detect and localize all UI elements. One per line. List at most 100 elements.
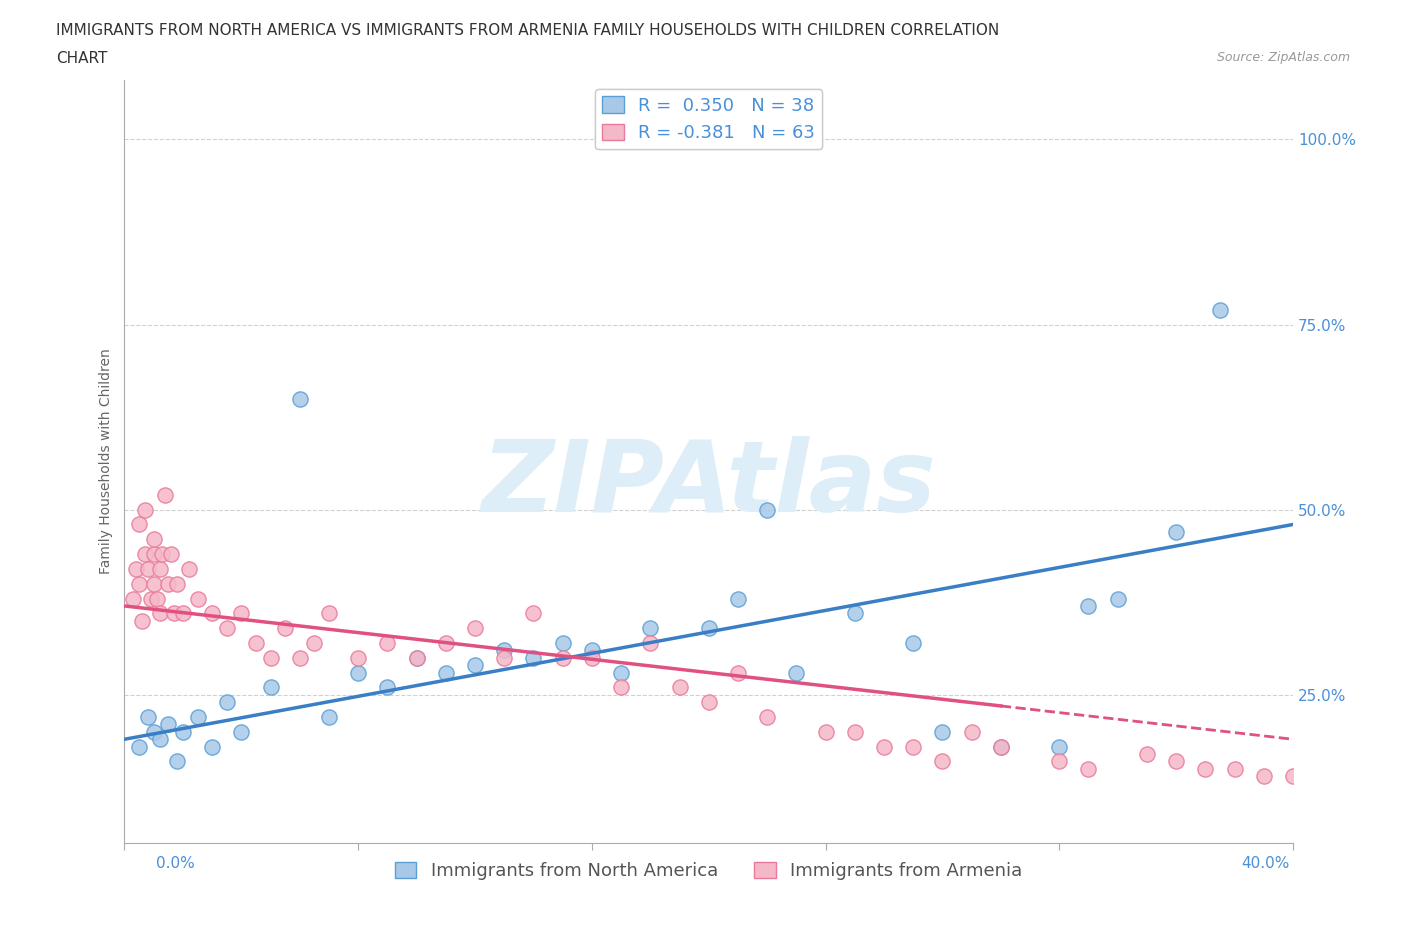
Y-axis label: Family Households with Children: Family Households with Children [100,349,114,575]
Point [756,710,779,724]
Point [172,606,194,621]
Point [1223,762,1246,777]
Point [186,591,208,606]
Point [464,658,486,672]
Text: IMMIGRANTS FROM NORTH AMERICA VS IMMIGRANTS FROM ARMENIA FAMILY HOUSEHOLDS WITH : IMMIGRANTS FROM NORTH AMERICA VS IMMIGRA… [56,23,1000,38]
Point [1282,769,1305,784]
Point [157,717,180,732]
Point [581,643,603,658]
Point [145,591,167,606]
Point [288,650,311,665]
Text: Source: ZipAtlas.com: Source: ZipAtlas.com [1216,51,1350,64]
Point [288,392,311,406]
Point [1194,762,1216,777]
Point [134,547,156,562]
Point [581,650,603,665]
Point [522,606,544,621]
Point [697,695,720,710]
Point [304,635,326,650]
Point [377,680,399,695]
Point [152,547,174,562]
Legend: R =  0.350   N = 38, R = -0.381   N = 63: R = 0.350 N = 38, R = -0.381 N = 63 [595,89,823,149]
Point [274,620,297,635]
Point [1047,754,1070,769]
Point [697,620,720,635]
Point [148,606,170,621]
Point [1136,747,1159,762]
Point [122,591,145,606]
Point [785,665,807,680]
Point [494,650,516,665]
Point [347,665,370,680]
Point [347,650,370,665]
Point [136,562,159,577]
Point [139,591,162,606]
Text: 0.0%: 0.0% [156,856,195,870]
Point [960,724,983,739]
Point [903,635,925,650]
Point [131,613,153,628]
Point [177,562,200,577]
Point [1107,591,1129,606]
Text: ZIPAtlas: ZIPAtlas [481,436,936,533]
Point [318,710,340,724]
Point [434,635,457,650]
Point [231,724,253,739]
Point [377,635,399,650]
Point [259,650,281,665]
Point [464,620,486,635]
Point [668,680,690,695]
Point [160,547,183,562]
Point [128,517,150,532]
Point [128,577,150,591]
Point [245,635,267,650]
Point [186,710,208,724]
Point [215,620,238,635]
Point [201,739,224,754]
Point [231,606,253,621]
Point [142,577,165,591]
Point [405,650,427,665]
Text: CHART: CHART [56,51,108,66]
Point [434,665,457,680]
Point [148,732,170,747]
Point [551,635,574,650]
Point [873,739,896,754]
Point [166,577,188,591]
Point [155,487,177,502]
Point [640,635,662,650]
Point [844,724,866,739]
Point [610,680,633,695]
Point [125,562,148,577]
Point [1209,302,1232,317]
Point [990,739,1012,754]
Point [163,606,186,621]
Point [522,650,544,665]
Point [903,739,925,754]
Point [136,710,159,724]
Point [215,695,238,710]
Point [990,739,1012,754]
Point [640,620,662,635]
Point [494,643,516,658]
Point [1077,599,1099,614]
Point [259,680,281,695]
Point [1253,769,1275,784]
Point [318,606,340,621]
Point [157,577,180,591]
Point [148,562,170,577]
Text: 40.0%: 40.0% [1241,856,1289,870]
Point [551,650,574,665]
Point [814,724,837,739]
Point [166,754,188,769]
Point [201,606,224,621]
Point [142,547,165,562]
Point [128,739,150,754]
Point [727,665,749,680]
Point [756,502,779,517]
Point [1166,525,1188,539]
Point [844,606,866,621]
Point [134,502,156,517]
Point [1077,762,1099,777]
Point [172,724,194,739]
